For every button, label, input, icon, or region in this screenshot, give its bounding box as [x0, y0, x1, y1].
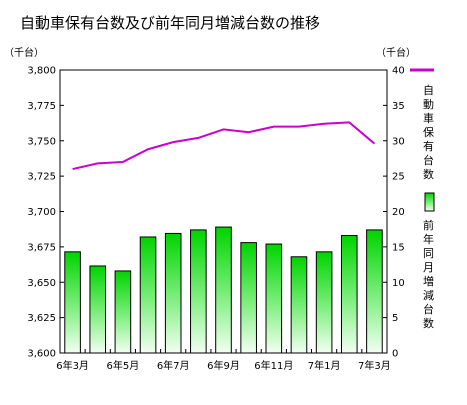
- right-tick-label: 25: [392, 172, 405, 183]
- bar: [290, 256, 308, 354]
- right-tick-label: 30: [392, 136, 405, 147]
- legend-bar-label: 前年同月増減台数: [423, 218, 434, 330]
- bar: [64, 251, 81, 354]
- left-tick-label: 3,725: [27, 172, 56, 183]
- right-tick-label: 20: [392, 207, 405, 218]
- left-axis-unit: （千台）: [4, 46, 44, 59]
- left-tick-label: 3,675: [27, 242, 56, 253]
- right-axis: 0 5 10 15 20 25 30 35 40: [383, 66, 405, 360]
- x-tick-label: 6年11月: [254, 359, 293, 372]
- x-tick-label: 6年9月: [207, 359, 240, 372]
- bar: [215, 226, 232, 354]
- x-tick-label: 7年3月: [358, 359, 391, 372]
- left-axis: 3,600 3,625 3,650 3,675 3,700 3,725 3,750 3,775…: [27, 66, 64, 360]
- bar: [164, 232, 182, 354]
- right-tick-label: 35: [392, 101, 405, 112]
- bar: [240, 242, 257, 354]
- bar: [340, 235, 358, 354]
- right-tick-label: 15: [392, 242, 405, 253]
- x-tick-label: 6年5月: [107, 359, 140, 372]
- bar: [89, 265, 107, 354]
- right-axis-unit: （千台）: [376, 46, 416, 59]
- line-series: [72, 121, 376, 171]
- bar-series: [64, 226, 383, 354]
- legend-bar-marker: [424, 192, 435, 212]
- x-tick-label: 6年3月: [56, 359, 89, 372]
- bar: [366, 229, 383, 354]
- left-tick-label: 3,600: [27, 349, 56, 360]
- bar: [139, 236, 157, 354]
- left-tick-label: 3,625: [27, 313, 56, 324]
- left-tick-label: 3,750: [27, 136, 56, 147]
- legend: 自動車保有台数 前年同月増減台数: [410, 68, 435, 330]
- x-axis: 6年3月 6年5月 6年7月 6年9月 6年11月 7年1月 7年3月: [56, 349, 391, 372]
- left-tick-label: 3,650: [27, 278, 56, 289]
- bar: [265, 243, 283, 354]
- x-tick-label: 6年7月: [157, 359, 190, 372]
- legend-line-label: 自動車保有台数: [423, 84, 434, 181]
- left-tick-label: 3,775: [27, 101, 56, 112]
- chart-title: 自動車保有台数及び前年同月増減台数の推移: [20, 14, 320, 32]
- right-tick-label: 40: [392, 66, 405, 77]
- bar: [190, 229, 207, 354]
- left-tick-label: 3,700: [27, 207, 56, 218]
- right-tick-label: 5: [392, 313, 398, 324]
- left-tick-label: 3,800: [27, 66, 56, 77]
- bar: [114, 270, 132, 354]
- right-tick-label: 10: [392, 278, 405, 289]
- bar: [315, 251, 333, 354]
- x-tick-label: 7年1月: [308, 359, 341, 372]
- right-tick-label: 0: [392, 349, 398, 360]
